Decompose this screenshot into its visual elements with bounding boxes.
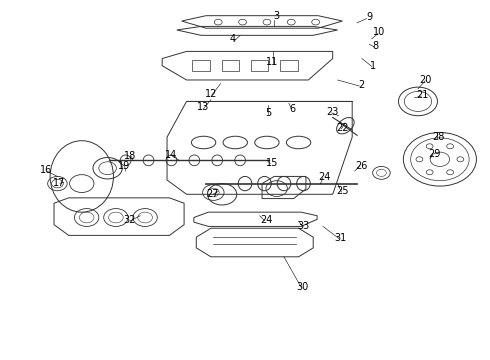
Text: 19: 19 bbox=[118, 161, 130, 171]
Text: 28: 28 bbox=[433, 132, 445, 142]
Text: 27: 27 bbox=[206, 189, 219, 199]
Text: 14: 14 bbox=[165, 150, 177, 160]
Text: 22: 22 bbox=[336, 123, 349, 133]
Text: 2: 2 bbox=[358, 80, 364, 90]
Text: 10: 10 bbox=[373, 27, 385, 37]
Text: 13: 13 bbox=[196, 103, 209, 112]
Text: 24: 24 bbox=[260, 215, 272, 225]
Text: 33: 33 bbox=[297, 221, 310, 231]
Text: 9: 9 bbox=[366, 13, 372, 22]
Text: 4: 4 bbox=[230, 34, 236, 44]
Bar bbox=[280, 60, 297, 71]
Text: 6: 6 bbox=[290, 104, 296, 113]
Text: 32: 32 bbox=[123, 215, 136, 225]
Text: 25: 25 bbox=[336, 186, 349, 197]
Text: 1: 1 bbox=[370, 61, 376, 71]
Text: 15: 15 bbox=[266, 158, 278, 168]
Text: 17: 17 bbox=[53, 177, 65, 188]
Text: 3: 3 bbox=[273, 12, 280, 21]
Text: 26: 26 bbox=[355, 161, 367, 171]
Bar bbox=[193, 60, 210, 71]
Text: 11: 11 bbox=[266, 57, 278, 67]
Text: 8: 8 bbox=[372, 41, 379, 51]
Text: 31: 31 bbox=[334, 233, 346, 243]
Bar bbox=[221, 60, 239, 71]
Text: 24: 24 bbox=[318, 172, 331, 182]
Text: 18: 18 bbox=[124, 151, 137, 161]
Text: 23: 23 bbox=[326, 107, 339, 117]
Bar bbox=[251, 60, 269, 71]
Text: 20: 20 bbox=[419, 75, 432, 85]
Text: 21: 21 bbox=[416, 90, 429, 100]
Text: 16: 16 bbox=[40, 165, 52, 175]
Text: 12: 12 bbox=[205, 89, 217, 99]
Text: 5: 5 bbox=[265, 108, 271, 118]
Text: 30: 30 bbox=[296, 282, 309, 292]
Text: 29: 29 bbox=[428, 149, 440, 159]
